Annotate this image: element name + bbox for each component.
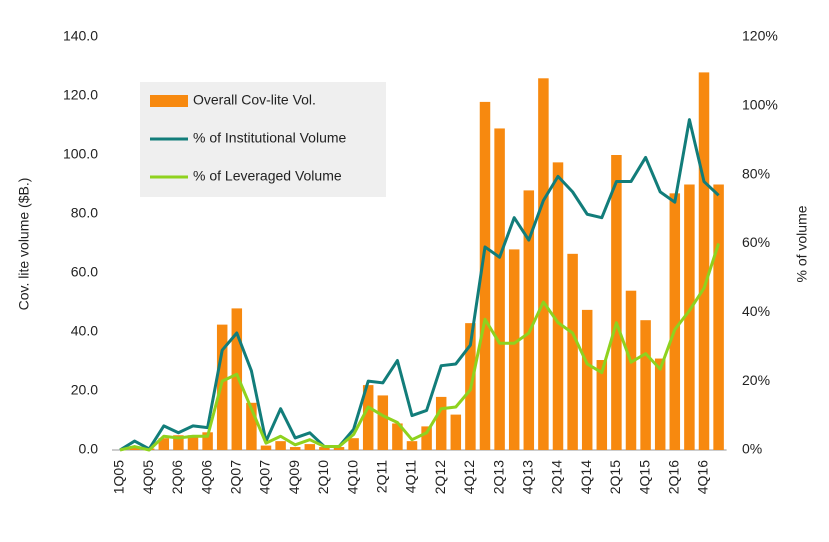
y-tick-label: 60.0 (71, 264, 98, 280)
y2-tick-label: 120% (742, 28, 778, 44)
bar (202, 432, 213, 450)
x-tick-label: 4Q12 (461, 460, 477, 494)
legend-label: % of Institutional Volume (193, 130, 347, 146)
bar (173, 435, 184, 450)
bar (289, 447, 301, 450)
bar (362, 385, 374, 450)
bar (158, 438, 170, 450)
bar (216, 324, 228, 450)
bar (611, 155, 622, 450)
bar (260, 445, 272, 450)
x-tick-label: 1Q05 (111, 460, 127, 494)
bar (581, 309, 593, 450)
y-tick-label: 80.0 (71, 205, 98, 221)
y2-tick-label: 20% (742, 372, 770, 388)
legend-label: Overall Cov-lite Vol. (193, 92, 316, 108)
x-tick-label: 2Q16 (666, 460, 682, 494)
y-tick-label: 40.0 (71, 323, 98, 339)
bar (494, 128, 505, 450)
y2-tick-label: 40% (742, 303, 770, 319)
y-tick-label: 120.0 (63, 87, 98, 103)
y-axis-label: Cov. lite volume ($B.) (16, 178, 32, 311)
bar (246, 402, 257, 450)
bar (567, 253, 578, 450)
y-tick-label: 100.0 (63, 146, 98, 162)
y-tick-label: 20.0 (71, 382, 98, 398)
line (119, 243, 721, 452)
bar (538, 78, 549, 451)
y-tick-label: 0.0 (79, 441, 99, 457)
x-tick-label: 2Q15 (607, 460, 623, 494)
y2-tick-label: 100% (742, 97, 778, 113)
bar (129, 447, 140, 450)
bar (450, 414, 462, 450)
x-tick-label: 2Q12 (432, 460, 448, 494)
x-tick-label: 4Q14 (578, 460, 594, 494)
x-tick-label: 4Q06 (198, 460, 214, 494)
bar (187, 435, 199, 450)
x-tick-label: 2Q11 (374, 460, 390, 493)
bar (523, 190, 535, 450)
bar (625, 290, 637, 450)
bar (669, 193, 681, 450)
y2-tick-label: 80% (742, 165, 770, 181)
bar (377, 395, 389, 450)
x-tick-label: 4Q07 (257, 460, 273, 494)
y2-tick-label: 60% (742, 234, 770, 250)
legend-label: % of Leveraged Volume (193, 168, 342, 184)
bar (275, 441, 286, 450)
bar (640, 320, 651, 450)
x-tick-label: 4Q16 (695, 460, 711, 494)
x-tick-label: 4Q10 (344, 460, 360, 494)
bar (406, 441, 418, 450)
y-tick-label: 140.0 (63, 28, 98, 44)
bar (333, 447, 345, 450)
bar (552, 162, 564, 450)
bar (479, 101, 491, 451)
x-tick-label: 2Q10 (315, 460, 331, 494)
legend-swatch (150, 95, 188, 107)
bar (231, 308, 243, 450)
bar (348, 438, 359, 450)
bar (319, 447, 330, 450)
y2-tick-label: 0% (742, 441, 762, 457)
bar (392, 423, 403, 450)
bar (435, 396, 447, 450)
bar (596, 360, 608, 450)
bar (713, 184, 724, 450)
y2-axis-label: % of volume (794, 205, 810, 282)
x-tick-label: 4Q05 (140, 460, 156, 494)
x-tick-label: 4Q11 (403, 460, 419, 493)
x-tick-label: 4Q15 (636, 460, 652, 494)
x-tick-label: 4Q09 (286, 460, 302, 494)
bar (654, 358, 666, 450)
bar (698, 72, 710, 451)
x-tick-label: 4Q13 (520, 460, 536, 494)
x-tick-label: 2Q14 (549, 460, 565, 494)
x-tick-label: 2Q06 (169, 460, 185, 494)
bar (508, 249, 520, 450)
bar (684, 184, 695, 450)
bar (304, 444, 316, 450)
x-tick-label: 2Q13 (490, 460, 506, 494)
bar (421, 426, 432, 450)
x-tick-label: 2Q07 (228, 460, 244, 494)
line (119, 118, 720, 452)
